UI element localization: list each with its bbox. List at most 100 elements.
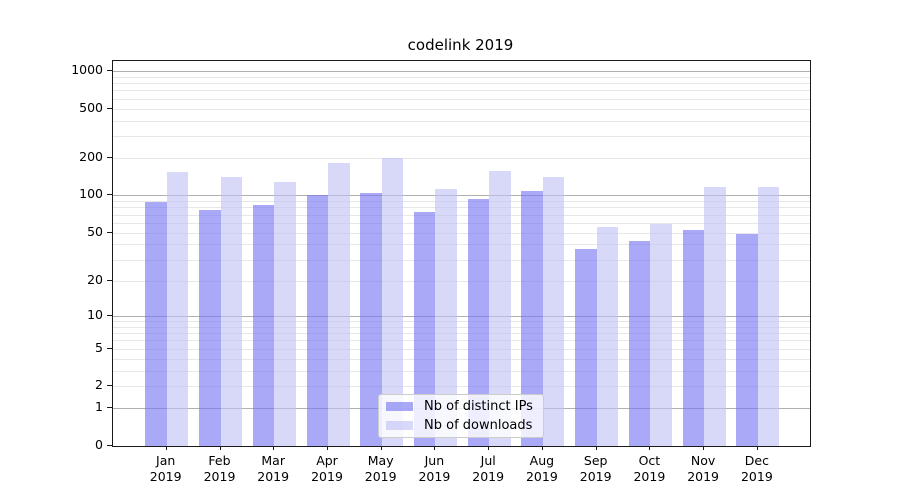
gridline-minor — [113, 386, 810, 388]
bar-downloads — [328, 162, 350, 446]
gridline-minor — [113, 76, 810, 78]
bar-distinct-ips — [306, 194, 328, 446]
x-tick-label: Oct 2019 — [633, 453, 666, 484]
y-tick-label: 10 — [87, 306, 103, 322]
bar-downloads — [489, 171, 511, 446]
x-tick-mark — [380, 446, 382, 450]
x-tick-label: Jun 2019 — [418, 453, 451, 484]
legend-swatch-distinct-ips — [386, 401, 413, 412]
bar-distinct-ips — [252, 204, 275, 446]
gridline-minor — [113, 333, 810, 335]
y-tick-label: 2 — [95, 377, 103, 393]
gridline-minor — [113, 83, 810, 84]
x-tick-label: Jan 2019 — [149, 453, 182, 484]
gridline-minor — [113, 259, 810, 261]
x-tick-mark — [327, 446, 328, 450]
gridline-minor — [113, 98, 810, 100]
gridline-minor — [113, 90, 810, 92]
x-tick-mark — [595, 446, 597, 450]
bar-distinct-ips — [145, 202, 167, 446]
bar-downloads — [435, 189, 457, 446]
bar-downloads — [704, 187, 726, 446]
y-tick-mark — [107, 69, 112, 71]
y-tick-mark — [107, 385, 112, 387]
y-tick-mark — [107, 279, 112, 281]
y-tick-label: 1000 — [71, 61, 103, 77]
plot-area — [112, 60, 811, 447]
bar-downloads — [274, 181, 296, 446]
y-tick-mark — [107, 314, 112, 316]
x-tick-label: Aug 2019 — [525, 453, 558, 484]
x-tick-mark — [434, 446, 436, 450]
bar-downloads — [650, 223, 672, 446]
bar-distinct-ips — [413, 212, 436, 446]
bar-downloads — [542, 176, 565, 446]
x-tick-label: Dec 2019 — [740, 453, 773, 484]
bar-distinct-ips — [467, 198, 490, 446]
x-tick-mark — [219, 446, 221, 450]
x-tick-mark — [756, 446, 758, 450]
y-tick-mark — [107, 407, 112, 409]
gridline-minor — [113, 108, 810, 110]
gridline-minor — [113, 222, 810, 224]
gridline-minor — [113, 326, 810, 328]
bar-distinct-ips — [360, 192, 382, 446]
gridline-minor — [113, 321, 810, 322]
x-tick-label: Sep 2019 — [579, 453, 612, 484]
y-tick-mark — [107, 157, 112, 159]
y-tick-label: 500 — [79, 99, 103, 115]
legend-label-distinct-ips: Nb of distinct IPs — [424, 399, 533, 414]
x-tick-label: Feb 2019 — [203, 453, 236, 484]
legend-item-downloads: Nb of downloads — [379, 418, 543, 433]
gridline-minor — [113, 348, 810, 350]
legend-swatch-downloads — [386, 420, 413, 431]
y-tick-label: 50 — [87, 223, 103, 239]
bar-downloads — [596, 227, 619, 446]
gridline-major — [113, 195, 810, 197]
x-tick-label: Nov 2019 — [687, 453, 719, 484]
x-tick-mark — [273, 446, 275, 450]
y-tick-mark — [107, 231, 112, 233]
bar-downloads — [381, 158, 404, 446]
chart-title: codelink 2019 — [407, 36, 514, 54]
y-tick-label: 20 — [87, 271, 103, 287]
bar-distinct-ips — [628, 240, 651, 446]
x-tick-label: May 2019 — [364, 453, 397, 484]
bar-distinct-ips — [682, 230, 705, 446]
y-tick-label: 1 — [95, 399, 103, 415]
y-tick-mark — [107, 194, 112, 196]
bar-downloads — [220, 177, 242, 446]
gridline-minor — [113, 201, 810, 203]
bar-distinct-ips — [736, 233, 758, 446]
gridline-minor — [113, 370, 810, 372]
x-tick-mark — [649, 446, 651, 450]
y-tick-label: 0 — [95, 437, 103, 452]
gridline-minor — [113, 207, 810, 209]
bar-distinct-ips — [575, 248, 597, 446]
gridline-minor — [113, 340, 810, 342]
x-tick-label: Apr 2019 — [311, 453, 343, 484]
x-tick-mark — [541, 446, 543, 450]
y-tick-label: 200 — [79, 149, 103, 165]
y-tick-mark — [107, 107, 112, 109]
gridline-major — [113, 70, 810, 72]
gridline-minor — [113, 136, 810, 138]
x-tick-label: Mar 2019 — [257, 453, 290, 484]
x-tick-mark — [703, 446, 705, 450]
x-tick-mark — [488, 446, 490, 450]
gridline-minor — [113, 280, 810, 282]
gridline-minor — [113, 214, 810, 216]
bar-distinct-ips — [521, 191, 543, 446]
x-tick-mark — [165, 446, 167, 450]
bar-downloads — [757, 186, 780, 446]
gridline-minor — [113, 244, 810, 246]
legend: Nb of distinct IPs Nb of downloads — [378, 394, 544, 438]
gridline-minor — [113, 120, 810, 122]
y-tick-label: 100 — [79, 186, 103, 202]
legend-item-distinct-ips: Nb of distinct IPs — [379, 399, 543, 414]
y-tick-mark — [107, 445, 112, 446]
gridline-minor — [113, 232, 810, 234]
y-tick-mark — [107, 347, 112, 349]
bar-distinct-ips — [199, 209, 221, 446]
